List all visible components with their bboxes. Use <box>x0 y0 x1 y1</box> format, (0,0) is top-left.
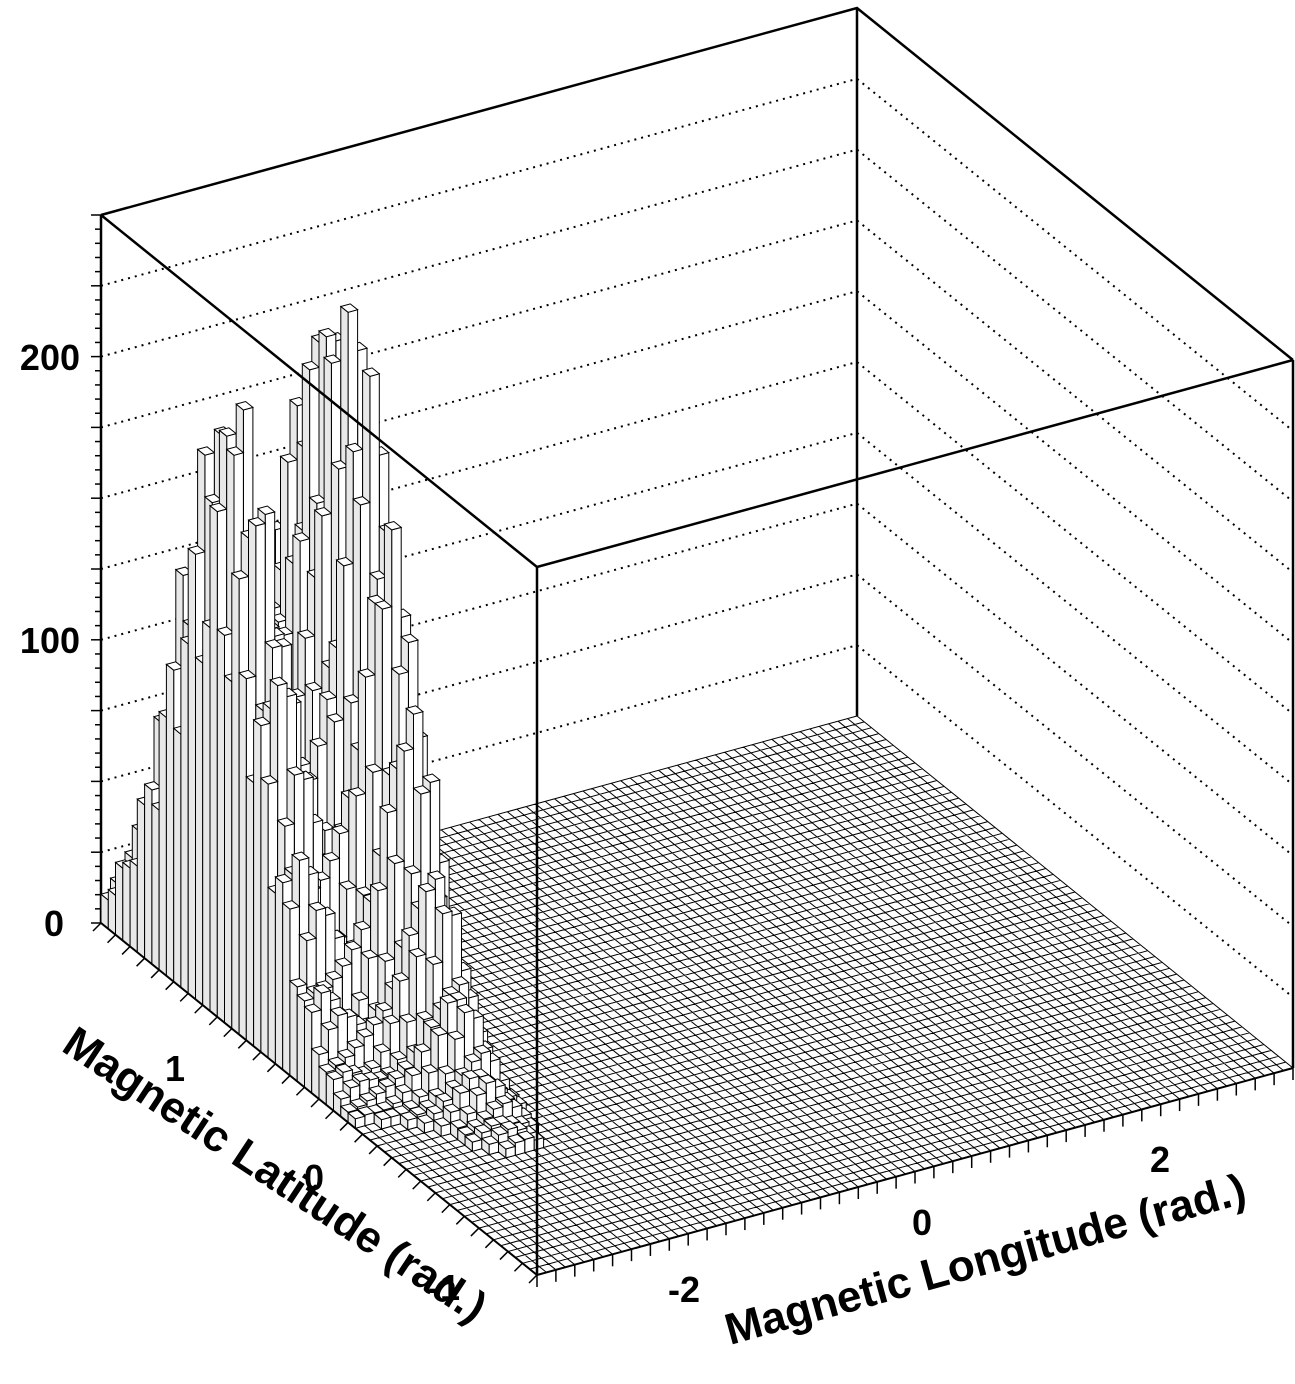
z-tick-label-200: 200 <box>20 337 80 378</box>
y-tick <box>295 1086 305 1096</box>
y-tick <box>310 1098 320 1108</box>
y-tick <box>266 1063 276 1073</box>
y-tick-label-1: 1 <box>165 1048 185 1089</box>
histogram-bar <box>432 1117 452 1138</box>
histogram-bar <box>416 1114 435 1135</box>
top-back-edge <box>100 6 1294 361</box>
y-tick <box>484 1239 494 1249</box>
x-tick-label-0: 0 <box>912 1202 932 1243</box>
grid-line <box>100 219 1294 574</box>
y-tick <box>397 1168 407 1178</box>
z-tick-label-0: 0 <box>44 903 64 944</box>
y-tick <box>150 969 160 979</box>
y-tick-label-minus1: -1 <box>428 1267 460 1308</box>
y-tick <box>179 992 189 1002</box>
y-tick <box>412 1180 422 1190</box>
histogram-bar <box>480 1135 500 1156</box>
grid-line <box>100 148 1294 503</box>
y-tick <box>513 1262 523 1272</box>
y-tick-label-0: 0 <box>304 1157 324 1198</box>
y-tick <box>426 1192 436 1202</box>
y-tick <box>136 957 146 967</box>
grid-line <box>100 77 1294 432</box>
histogram-bars <box>99 303 545 1159</box>
y-tick <box>441 1204 451 1214</box>
y-tick <box>281 1075 291 1085</box>
x-tick-label-minus2: -2 <box>668 1269 700 1310</box>
y-tick <box>368 1145 378 1155</box>
histogram-bar <box>373 1110 392 1131</box>
x-tick-label-2: 2 <box>1150 1139 1170 1180</box>
axis-ticks <box>91 214 1294 1287</box>
y-tick <box>325 1110 335 1120</box>
y-tick <box>528 1274 538 1284</box>
y-tick <box>455 1215 465 1225</box>
y-tick <box>237 1039 247 1049</box>
y-tick <box>194 1004 204 1014</box>
y-tick <box>121 945 131 955</box>
histogram-bar <box>497 1139 517 1159</box>
top-front-edge <box>100 214 1294 569</box>
histogram-bar <box>464 1133 483 1153</box>
y-tick <box>252 1051 262 1061</box>
z-tick-label-100: 100 <box>20 620 80 661</box>
y-tick <box>499 1251 509 1261</box>
y-tick <box>208 1016 218 1026</box>
histogram-bar <box>399 1111 419 1131</box>
histogram-bar <box>347 1109 366 1130</box>
y-tick <box>354 1133 364 1143</box>
y-tick <box>339 1121 349 1131</box>
y-tick <box>470 1227 480 1237</box>
y-tick <box>165 981 175 991</box>
y-tick <box>223 1028 233 1038</box>
y-tick <box>107 934 117 944</box>
y-tick <box>383 1157 393 1167</box>
y-tick <box>92 922 102 932</box>
